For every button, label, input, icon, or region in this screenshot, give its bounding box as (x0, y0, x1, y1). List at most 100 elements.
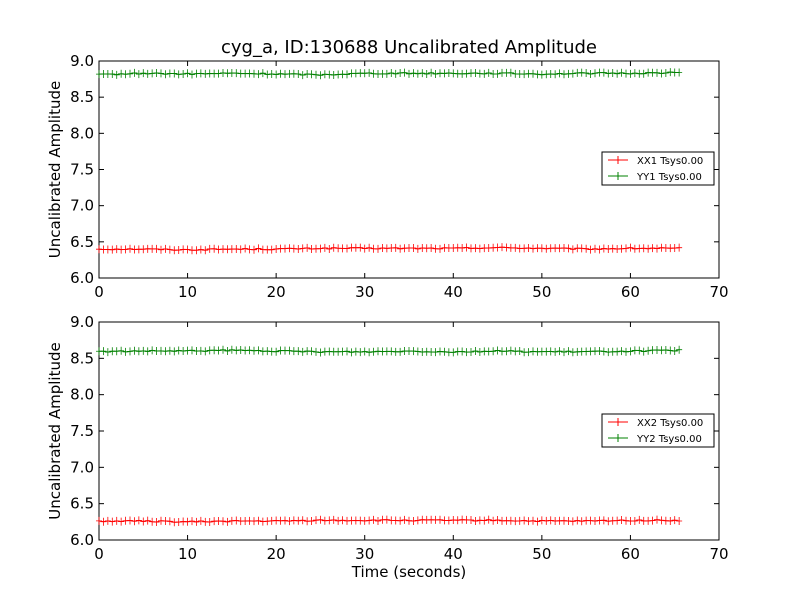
y-tick-label: 7.5 (70, 161, 94, 179)
data-point (516, 347, 523, 356)
data-point (290, 244, 297, 253)
data-point (153, 518, 160, 527)
data-point (162, 244, 169, 253)
x-tick-label: 40 (444, 283, 463, 301)
y-axis-label: Uncalibrated Amplitude (46, 81, 64, 258)
y-tick-label: 6.0 (70, 269, 94, 287)
data-point (397, 347, 404, 356)
data-point (224, 347, 231, 356)
data-point (122, 245, 129, 254)
data-point (317, 244, 324, 253)
data-point (295, 245, 302, 254)
data-point (104, 516, 111, 525)
data-point (166, 346, 173, 355)
data-point (299, 516, 306, 525)
x-tick-label: 20 (267, 545, 286, 563)
data-point (676, 345, 683, 354)
data-point (388, 347, 395, 356)
data-point (609, 69, 616, 78)
data-point (401, 68, 408, 77)
data-point (251, 245, 257, 254)
data-point (193, 517, 200, 526)
data-point (428, 68, 435, 77)
data-point (135, 516, 142, 525)
data-point (561, 348, 567, 357)
data-point (184, 69, 191, 78)
data-point (662, 346, 669, 355)
data-point (445, 516, 452, 525)
data-point (180, 69, 187, 78)
x-tick-label: 60 (621, 283, 640, 301)
data-point (313, 70, 319, 79)
data-point (144, 516, 151, 525)
y-tick-label: 9.0 (70, 52, 94, 70)
data-point (149, 346, 156, 355)
data-point (171, 69, 178, 78)
data-point (485, 515, 492, 524)
data-point (640, 244, 647, 253)
data-point (189, 517, 195, 526)
bottom-subplot: 0 10 20 30 40 50 60 70 6.0 6.5 7.0 7.5 8.0 8.5 9.0 Unca… (46, 313, 729, 581)
data-point (237, 345, 244, 354)
data-point (197, 346, 204, 355)
data-point (118, 69, 125, 78)
data-point (357, 243, 364, 252)
data-point (583, 69, 590, 78)
data-point (127, 347, 133, 356)
series-yy2 (96, 345, 683, 357)
data-point (330, 515, 337, 524)
data-point (397, 516, 404, 525)
data-point (596, 245, 603, 254)
data-point (428, 243, 435, 252)
data-point (348, 348, 355, 357)
data-point (552, 70, 559, 79)
data-point (375, 244, 381, 253)
data-point (512, 243, 519, 252)
data-point (122, 70, 129, 79)
data-point (600, 244, 607, 253)
y-tick-label: 8.5 (70, 88, 94, 106)
data-point (649, 516, 656, 525)
data-point (450, 348, 457, 357)
data-point (414, 347, 421, 356)
data-point (189, 70, 195, 79)
data-point (414, 69, 421, 78)
data-point (175, 246, 182, 255)
data-point (189, 346, 195, 355)
data-point (277, 69, 284, 78)
data-point (202, 347, 209, 356)
y-tick-label: 6.5 (70, 495, 94, 513)
series-xx2 (96, 515, 683, 527)
data-point (357, 348, 364, 357)
data-point (406, 69, 412, 78)
data-point (627, 347, 634, 356)
x-tick-label: 30 (355, 545, 374, 563)
data-point (171, 347, 178, 356)
data-point (313, 347, 319, 356)
data-point (304, 243, 311, 252)
data-point (96, 516, 102, 525)
data-point (273, 70, 280, 79)
data-point (530, 69, 536, 78)
data-point (118, 346, 125, 355)
data-point (592, 69, 598, 78)
data-point (592, 517, 598, 526)
legend: XX1 Tsys0.00 YY1 Tsys0.00 (601, 151, 715, 186)
data-point (273, 245, 280, 254)
data-point (131, 346, 138, 355)
data-point (530, 244, 536, 253)
data-point (627, 69, 634, 78)
x-tick-label: 70 (709, 545, 728, 563)
data-point (534, 517, 541, 526)
data-point (525, 348, 532, 357)
y-tick-label: 8.0 (70, 124, 94, 142)
data-point (605, 245, 612, 254)
data-point (662, 68, 669, 77)
data-point (463, 243, 470, 252)
data-point (658, 69, 665, 78)
x-tick-label: 40 (444, 545, 463, 563)
data-point (631, 69, 638, 78)
data-point (600, 347, 607, 356)
data-point (472, 69, 479, 78)
x-tick-label: 70 (709, 283, 728, 301)
